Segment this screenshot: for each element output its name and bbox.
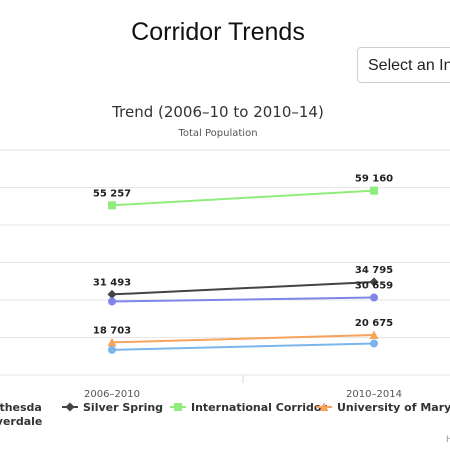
x-tick-label: 2006–2010 [84,389,140,400]
data-point [108,345,116,354]
data-point [107,289,117,299]
series-line [111,333,375,344]
legend-label: International Corridor [191,401,327,414]
page-title: Corridor Trends [131,18,305,46]
data-label: 34 795 [355,265,393,276]
x-tick-label: 2010–2014 [346,389,402,400]
legend-label: ethesda [0,401,42,414]
legend-item[interactable]: ethesdaiverdale [0,401,42,428]
data-point [369,277,379,287]
data-point [370,293,378,302]
data-label: 31 493 [93,277,131,288]
data-point [107,337,117,347]
legend-label: University of Marylar [337,401,450,414]
chart-title: Trend (2006–10 to 2010–14) [111,103,324,121]
data-label: 55 257 [93,188,131,199]
data-label: 18 703 [93,325,131,336]
series-line [111,281,375,296]
series-line [111,342,375,351]
data-point [108,201,116,210]
data-point [370,339,378,348]
data-label: 20 675 [355,318,393,329]
legend-marker [65,402,75,412]
data-point [370,186,378,195]
series-line [111,189,375,207]
data-label: 59 160 [355,174,393,185]
legend-item[interactable]: International Corridor [170,401,327,414]
legend-label: iverdale [0,415,42,428]
data-label: 30 659 [355,281,393,292]
legend-item[interactable]: Silver Spring [62,401,163,414]
legend-marker [174,403,182,411]
data-point [369,330,379,339]
indicator-select[interactable]: Select an In [357,47,450,83]
legend-marker [319,402,329,411]
legend-label: Silver Spring [83,401,163,414]
legend-item[interactable]: University of Marylar [316,401,450,414]
credits-text: H [446,435,450,445]
data-point [108,297,116,306]
trend-chart: Trend (2006–10 to 2010–14) Total Populat… [0,103,450,445]
series-line [111,296,375,303]
chart-subtitle: Total Population [177,128,257,139]
